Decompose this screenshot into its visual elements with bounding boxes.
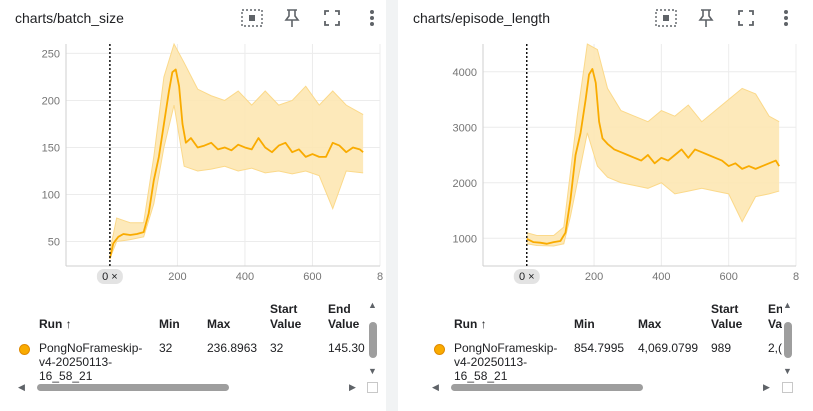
more-options-icon[interactable] bbox=[360, 6, 384, 30]
cell-min: 854.7995 bbox=[574, 341, 625, 355]
card-title: charts/batch_size bbox=[15, 10, 124, 26]
scroll-down-icon[interactable]: ▼ bbox=[368, 366, 377, 376]
fit-domain-icon[interactable] bbox=[240, 6, 264, 30]
scroll-up-icon[interactable]: ▲ bbox=[783, 300, 792, 310]
scroll-up-icon[interactable]: ▲ bbox=[368, 300, 377, 310]
fit-domain-icon[interactable] bbox=[654, 6, 678, 30]
scroll-left-icon[interactable]: ◀ bbox=[18, 382, 25, 392]
col-header-end-value[interactable]: End Value bbox=[328, 302, 360, 331]
raw-series-upper bbox=[109, 42, 364, 252]
run-table: Run ↑ Min Max Start Value End Value Pong… bbox=[0, 296, 386, 411]
y-tick-label: 100 bbox=[42, 190, 60, 202]
cell-end-value: 2,( bbox=[768, 341, 782, 355]
run-color-swatch[interactable] bbox=[19, 344, 30, 355]
x-tick-label: 200 bbox=[168, 271, 186, 283]
card-title: charts/episode_length bbox=[413, 10, 550, 26]
y-tick-label: 4000 bbox=[453, 67, 477, 79]
run-color-swatch[interactable] bbox=[434, 344, 445, 355]
cell-end-value: 145.30 bbox=[328, 341, 365, 355]
smoothed-series-line bbox=[109, 68, 364, 259]
run-table: Run ↑ Min Max Start Value En Va PongNoFr… bbox=[398, 296, 813, 411]
step-marker-chip-label: 0 × bbox=[519, 271, 535, 283]
x-tick-label: 8 bbox=[793, 271, 799, 283]
fullscreen-icon[interactable] bbox=[320, 6, 344, 30]
run-name: PongNoFrameskip- v4-20250113- 16_58_21 bbox=[454, 341, 558, 383]
y-tick-label: 50 bbox=[48, 237, 60, 249]
x-tick-label: 600 bbox=[303, 271, 321, 283]
col-header-max[interactable]: Max bbox=[638, 317, 662, 331]
col-header-end-value[interactable]: En Va bbox=[768, 302, 784, 331]
resize-handle[interactable] bbox=[782, 382, 793, 393]
run-name: PongNoFrameskip- v4-20250113- 16_58_21 bbox=[39, 341, 143, 383]
card-toolbar bbox=[240, 6, 380, 30]
y-tick-label: 1000 bbox=[453, 233, 477, 245]
y-tick-label: 200 bbox=[42, 95, 60, 107]
x-tick-label: 8 bbox=[377, 271, 383, 283]
raw-series-lower bbox=[109, 105, 364, 259]
scroll-thumb[interactable] bbox=[37, 384, 229, 391]
y-tick-label: 3000 bbox=[453, 122, 477, 134]
line-chart[interactable]: 1000 2000 3000 4000 200 400 600 8 0 × bbox=[398, 0, 813, 290]
x-tick-label: 600 bbox=[720, 271, 738, 283]
line-chart[interactable]: 50 100 150 200 250 200 400 600 8 0 × bbox=[0, 0, 386, 290]
raw-data-band bbox=[109, 44, 364, 259]
x-tick-label: 400 bbox=[236, 271, 254, 283]
scroll-thumb[interactable] bbox=[784, 322, 792, 358]
y-tick-label: 150 bbox=[42, 142, 60, 154]
cell-max: 4,069.0799 bbox=[638, 341, 699, 355]
vertical-scrollbar[interactable]: ▲ ▼ bbox=[367, 300, 379, 376]
pin-icon[interactable] bbox=[280, 6, 304, 30]
y-tick-label: 250 bbox=[42, 48, 60, 60]
scroll-thumb[interactable] bbox=[451, 384, 643, 391]
col-header-start-value[interactable]: Start Value bbox=[711, 302, 743, 331]
col-header-min[interactable]: Min bbox=[574, 317, 595, 331]
horizontal-scrollbar[interactable]: ◀ ▶ bbox=[15, 381, 360, 393]
scroll-right-icon[interactable]: ▶ bbox=[349, 382, 356, 392]
y-tick-label: 2000 bbox=[453, 178, 477, 190]
scroll-down-icon[interactable]: ▼ bbox=[783, 366, 792, 376]
raw-series-lower bbox=[526, 132, 780, 247]
horizontal-scrollbar[interactable]: ◀ ▶ bbox=[429, 381, 774, 393]
scroll-left-icon[interactable]: ◀ bbox=[432, 382, 439, 392]
col-header-max[interactable]: Max bbox=[207, 317, 231, 331]
cell-max: 236.8963 bbox=[207, 341, 258, 355]
fullscreen-icon[interactable] bbox=[734, 6, 758, 30]
col-header-run[interactable]: Run ↑ bbox=[454, 317, 487, 331]
x-tick-label: 200 bbox=[585, 271, 603, 283]
cell-min: 32 bbox=[159, 341, 173, 355]
cell-start-value: 32 bbox=[270, 341, 284, 355]
step-marker-chip bbox=[96, 269, 123, 284]
scroll-right-icon[interactable]: ▶ bbox=[763, 382, 770, 392]
smoothed-series-line bbox=[526, 68, 780, 245]
col-header-start-value[interactable]: Start Value bbox=[270, 302, 302, 331]
more-options-icon[interactable] bbox=[774, 6, 798, 30]
vertical-scrollbar[interactable]: ▲ ▼ bbox=[782, 300, 794, 376]
x-tick-label: 400 bbox=[652, 271, 670, 283]
pin-icon[interactable] bbox=[694, 6, 718, 30]
cell-start-value: 989 bbox=[711, 341, 732, 355]
col-header-run[interactable]: Run ↑ bbox=[39, 317, 72, 331]
raw-series-upper bbox=[526, 43, 780, 236]
chart-card-episode-length: charts/episode_length 1000 2000 3000 4000 20… bbox=[398, 0, 813, 411]
raw-data-band bbox=[526, 44, 780, 247]
step-marker-chip-label: 0 × bbox=[102, 271, 118, 283]
chart-card-batch-size: charts/batch_size 50 100 150 200 250 200 400 60… bbox=[0, 0, 386, 411]
scroll-thumb[interactable] bbox=[369, 322, 377, 358]
col-header-min[interactable]: Min bbox=[159, 317, 180, 331]
step-marker-chip bbox=[513, 269, 540, 284]
card-toolbar bbox=[654, 6, 794, 30]
resize-handle[interactable] bbox=[367, 382, 378, 393]
